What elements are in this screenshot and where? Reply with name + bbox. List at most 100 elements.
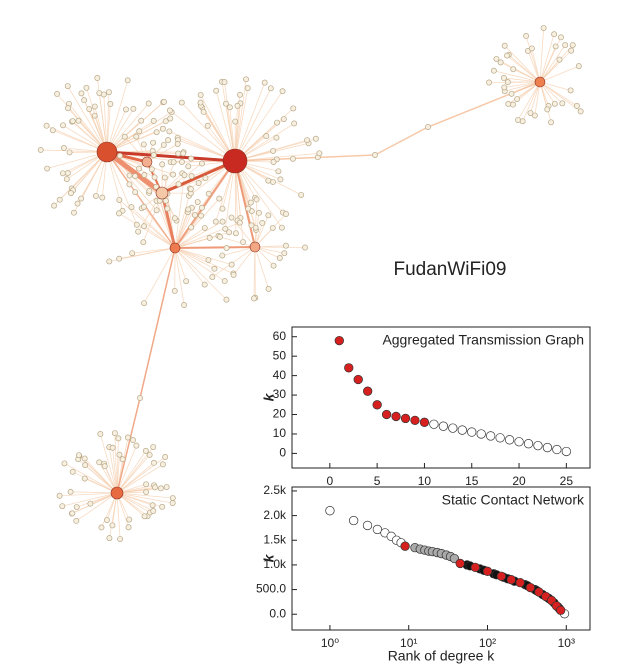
node [274, 119, 280, 126]
node [145, 100, 152, 107]
node [141, 223, 147, 230]
node [140, 239, 147, 246]
data-point [363, 386, 373, 396]
x-tick-label: 15 [465, 474, 479, 488]
edge [200, 94, 236, 162]
node [51, 202, 58, 209]
edge [132, 247, 176, 254]
edge [174, 247, 205, 285]
node [237, 91, 243, 98]
node [304, 137, 311, 144]
node [245, 205, 252, 212]
data-point [325, 506, 335, 516]
data-point [410, 415, 420, 426]
node [150, 117, 157, 124]
node [316, 150, 323, 157]
edge [174, 160, 236, 249]
node [169, 500, 176, 506]
x-axis-label: Rank of degree k [388, 648, 496, 664]
node [106, 258, 113, 265]
node [234, 102, 241, 109]
edge [161, 163, 203, 194]
node [280, 116, 287, 122]
node [170, 159, 177, 166]
edge [116, 456, 166, 494]
data-point [495, 433, 505, 443]
node [279, 88, 286, 95]
edge [169, 110, 236, 162]
node [243, 76, 250, 83]
data-point [372, 400, 382, 410]
node [265, 286, 272, 292]
node [213, 87, 220, 94]
node [298, 191, 305, 198]
node [290, 105, 297, 112]
node [228, 261, 235, 268]
edge [539, 65, 579, 83]
node [195, 180, 202, 186]
edge [72, 492, 118, 514]
node [236, 219, 243, 226]
node [117, 536, 124, 542]
node [273, 134, 280, 141]
node [151, 174, 158, 181]
x-tick-label: 10² [479, 636, 496, 650]
node [212, 218, 219, 225]
node [198, 212, 205, 219]
node [181, 172, 188, 179]
node [44, 165, 51, 172]
node [221, 79, 228, 86]
node [278, 224, 285, 231]
node [124, 434, 131, 441]
node [255, 209, 262, 216]
node [152, 484, 158, 491]
node [141, 513, 148, 520]
node [559, 100, 566, 107]
node [163, 484, 170, 490]
edge [131, 206, 176, 249]
node [136, 165, 142, 172]
hub-node [96, 141, 118, 163]
node [167, 115, 174, 122]
node [128, 204, 135, 211]
node [270, 159, 277, 165]
node [269, 224, 276, 231]
edge [539, 50, 572, 83]
data-point [470, 562, 480, 573]
node [548, 119, 554, 126]
data-point [467, 427, 477, 437]
node [141, 172, 148, 178]
edge [254, 246, 306, 248]
node [201, 281, 208, 288]
node [188, 173, 195, 180]
hub-node [155, 186, 169, 200]
x-tick-label: 10 [418, 474, 432, 488]
x-tick-label: 0 [326, 474, 333, 488]
y-axis-label: k [261, 553, 277, 562]
node [573, 102, 580, 109]
node [290, 155, 296, 162]
node [556, 56, 563, 63]
node [267, 85, 274, 92]
node [217, 233, 223, 240]
edge [53, 151, 108, 206]
node [219, 218, 226, 225]
node [486, 79, 492, 86]
node [142, 447, 149, 454]
edge [174, 247, 185, 306]
node [198, 204, 205, 211]
edge [46, 125, 108, 153]
node [143, 489, 150, 496]
node [109, 522, 116, 529]
node [115, 435, 122, 442]
node [69, 118, 76, 125]
edge [174, 222, 241, 249]
edge [254, 246, 269, 290]
data-point [400, 541, 410, 551]
edge [174, 209, 189, 249]
node [157, 485, 164, 492]
node [153, 129, 160, 136]
node [136, 128, 143, 135]
edge [254, 213, 287, 248]
node [93, 192, 99, 199]
